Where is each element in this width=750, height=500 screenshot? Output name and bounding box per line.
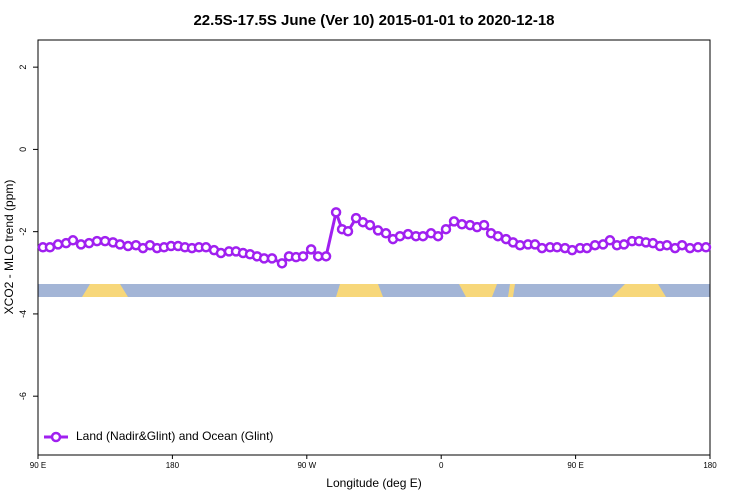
chart-title: 22.5S-17.5S June (Ver 10) 2015-01-01 to … [193, 12, 554, 29]
y-tick-label: 2 [18, 65, 28, 70]
data-point [604, 235, 616, 246]
data-point [432, 230, 444, 242]
legend-label: Land (Nadir&Glint) and Ocean (Glint) [76, 429, 273, 443]
data-point [215, 247, 227, 259]
y-axis-label: XCO2 - MLO trend (ppm) [2, 180, 16, 315]
x-tick-label: 0 [439, 461, 444, 470]
x-tick-label: 90 E [567, 461, 583, 470]
data-point [342, 226, 354, 237]
data-point [380, 228, 392, 239]
y-tick-label: -6 [18, 392, 28, 400]
y-tick-label: -2 [18, 228, 28, 236]
data-point [661, 239, 673, 251]
legend-swatch-marker [50, 431, 62, 443]
data-point [581, 242, 593, 254]
x-tick-label: 180 [166, 461, 180, 470]
data-point [320, 251, 332, 262]
data-point [440, 223, 452, 235]
data-point [114, 239, 126, 250]
y-tick-label: 0 [18, 147, 28, 152]
land-ocean-strip [38, 284, 710, 297]
data-point [75, 239, 87, 250]
x-tick-label: 180 [703, 461, 717, 470]
data-point [536, 242, 548, 254]
data-point [700, 242, 712, 253]
data-point [684, 242, 696, 254]
data-point [478, 219, 490, 231]
x-tick-label: 90 E [30, 461, 46, 470]
data-point [266, 253, 278, 264]
data-point [276, 258, 288, 269]
data-point [52, 239, 64, 250]
data-point [589, 239, 601, 251]
data-point [456, 219, 468, 230]
data-point [394, 230, 406, 242]
data-point [44, 242, 56, 253]
data-point [297, 251, 309, 262]
data-point [99, 235, 111, 247]
data-point [305, 244, 317, 255]
x-axis-label: Longitude (deg E) [326, 476, 421, 490]
x-tick-label: 90 W [297, 461, 316, 470]
data-point [492, 230, 504, 242]
data-point [200, 242, 212, 253]
data-point [417, 230, 429, 242]
data-point [91, 235, 103, 247]
data-point [67, 235, 79, 246]
data-point [330, 207, 342, 218]
data-point [364, 219, 376, 231]
y-tick-label: -4 [18, 310, 28, 318]
data-point [618, 239, 630, 250]
